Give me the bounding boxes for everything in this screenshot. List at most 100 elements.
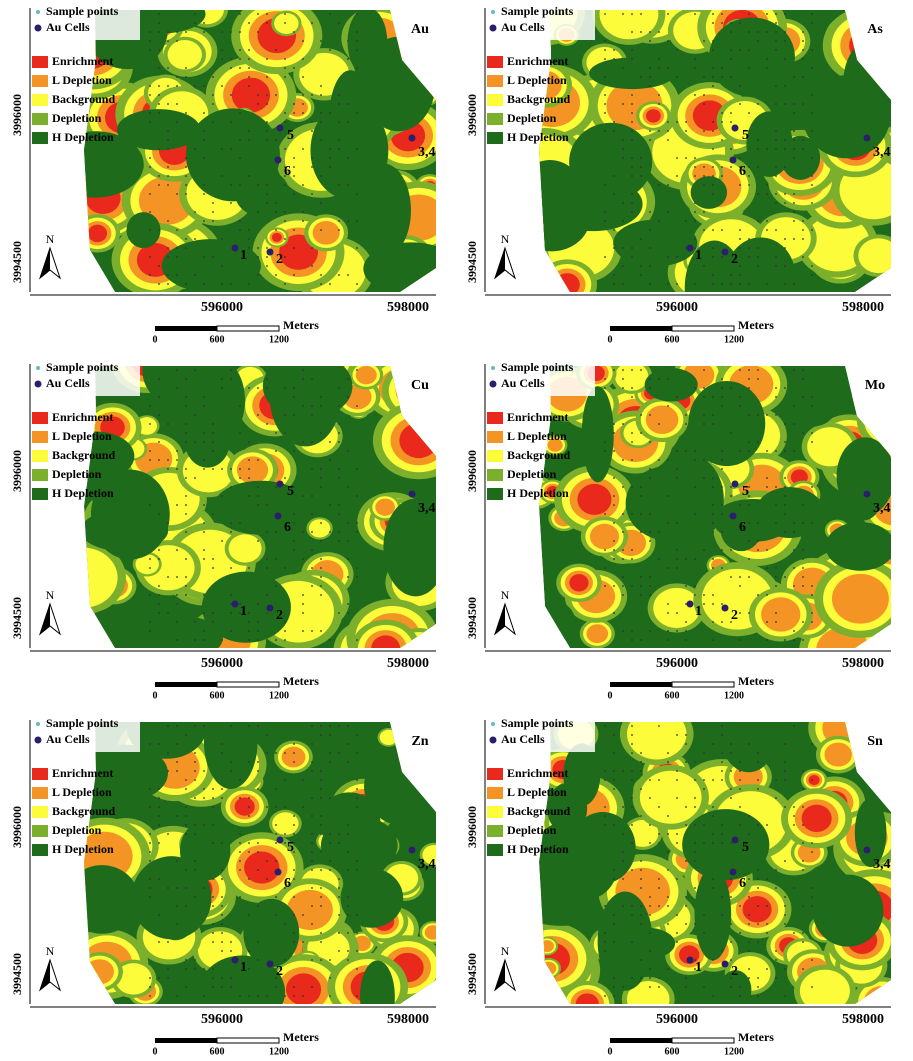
sample-point	[703, 40, 705, 42]
sample-point	[293, 878, 295, 880]
sample-point	[230, 612, 232, 614]
sample-point	[275, 139, 277, 141]
sample-point	[721, 770, 723, 772]
zone	[515, 275, 556, 310]
sample-point	[613, 869, 615, 871]
zone	[340, 869, 403, 928]
sample-point	[293, 914, 295, 916]
sample-point	[721, 112, 723, 114]
sample-point	[793, 283, 795, 285]
au-cell	[864, 135, 871, 142]
zone	[576, 993, 599, 1014]
sample-point	[338, 842, 340, 844]
sample-point	[802, 31, 804, 33]
sample-point	[739, 576, 741, 578]
sample-point	[730, 58, 732, 60]
sample-point	[613, 558, 615, 560]
sample-point	[694, 851, 696, 853]
sample-point	[176, 40, 178, 42]
sample-point	[257, 414, 259, 416]
sample-point	[721, 842, 723, 844]
sample-point	[802, 148, 804, 150]
sample-point	[613, 58, 615, 60]
scale-label: 600	[210, 334, 225, 345]
sample-point	[167, 31, 169, 33]
sample-point	[203, 558, 205, 560]
sample-point	[176, 725, 178, 727]
sample-point	[631, 770, 633, 772]
sample-point	[176, 450, 178, 452]
sample-point	[802, 369, 804, 371]
sample-point	[667, 896, 669, 898]
sample-point	[775, 950, 777, 952]
sample-point	[302, 441, 304, 443]
cell-label: 5	[287, 840, 294, 855]
sample-point	[194, 211, 196, 213]
sample-point	[631, 639, 633, 641]
sample-point	[613, 283, 615, 285]
sample-point	[622, 986, 624, 988]
sample-point	[631, 869, 633, 871]
sample-point	[622, 806, 624, 808]
sample-point	[275, 833, 277, 835]
sample-point	[266, 193, 268, 195]
sample-point	[703, 932, 705, 934]
sample-point	[793, 824, 795, 826]
sample-point	[149, 842, 151, 844]
sample-point	[757, 369, 759, 371]
sample-point	[167, 576, 169, 578]
sample-point	[622, 148, 624, 150]
legend-sample-symbol	[491, 10, 495, 14]
sample-point	[356, 932, 358, 934]
sample-point	[604, 932, 606, 934]
sample-point	[356, 752, 358, 754]
sample-point	[158, 842, 160, 844]
au-cell	[687, 245, 694, 252]
sample-point	[239, 468, 241, 470]
sample-point	[338, 932, 340, 934]
sample-point	[604, 130, 606, 132]
sample-point	[766, 229, 768, 231]
zone	[646, 405, 679, 433]
au-cell	[687, 957, 694, 964]
scale-bar	[155, 1038, 217, 1043]
sample-point	[703, 229, 705, 231]
sample-point	[640, 157, 642, 159]
sample-point	[212, 432, 214, 434]
sample-point	[721, 283, 723, 285]
legend-label: H Depletion	[52, 130, 114, 144]
sample-point	[257, 256, 259, 258]
sample-point	[676, 157, 678, 159]
sample-point	[757, 256, 759, 258]
legend-label: Au Cells	[46, 20, 90, 34]
sample-point	[176, 247, 178, 249]
sample-point	[793, 369, 795, 371]
scale-label: 1200	[269, 334, 289, 345]
scale-label: 600	[210, 690, 225, 701]
sample-point	[284, 67, 286, 69]
sample-point	[221, 914, 223, 916]
y-label: 3994500	[10, 597, 24, 639]
sample-point	[793, 76, 795, 78]
sample-point	[703, 788, 705, 790]
sample-point	[293, 193, 295, 195]
sample-point	[176, 743, 178, 745]
sample-point	[302, 531, 304, 533]
sample-point	[694, 824, 696, 826]
sample-point	[158, 459, 160, 461]
sample-point	[730, 770, 732, 772]
sample-point	[230, 184, 232, 186]
sample-point	[694, 585, 696, 587]
sample-point	[347, 274, 349, 276]
sample-point	[158, 549, 160, 551]
sample-point	[712, 842, 714, 844]
sample-point	[712, 594, 714, 596]
sample-point	[302, 220, 304, 222]
sample-point	[793, 549, 795, 551]
sample-point	[230, 468, 232, 470]
sample-point	[239, 220, 241, 222]
sample-point	[685, 130, 687, 132]
cell-label: 6	[284, 164, 291, 179]
legend-label: L Depletion	[507, 73, 567, 87]
sample-point	[784, 504, 786, 506]
